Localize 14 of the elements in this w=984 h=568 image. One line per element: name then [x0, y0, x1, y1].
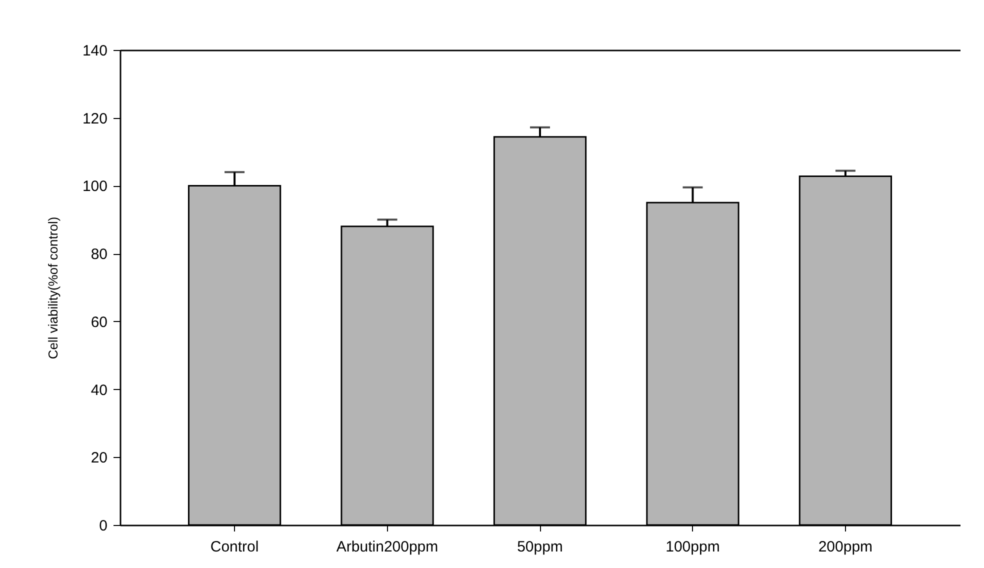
y-tick-label: 120: [82, 110, 108, 128]
x-tick-label: 200ppm: [818, 538, 873, 556]
y-tick-label: 80: [90, 246, 108, 264]
x-tick-label: 100ppm: [666, 538, 720, 556]
x-tick-label: Arbutin200ppm: [336, 538, 438, 556]
y-tick-label: 140: [82, 42, 108, 60]
y-tick-label: 40: [90, 382, 108, 399]
y-axis-title: Cell viability(%of control): [45, 216, 60, 360]
x-tick-label: 50ppm: [517, 538, 563, 556]
y-tick-label: 100: [82, 178, 108, 196]
y-tick-label: 20: [90, 450, 108, 467]
y-tick-label: 0: [99, 518, 108, 534]
x-tick-label: Control: [210, 538, 259, 556]
y-tick-label: 60: [90, 314, 108, 331]
